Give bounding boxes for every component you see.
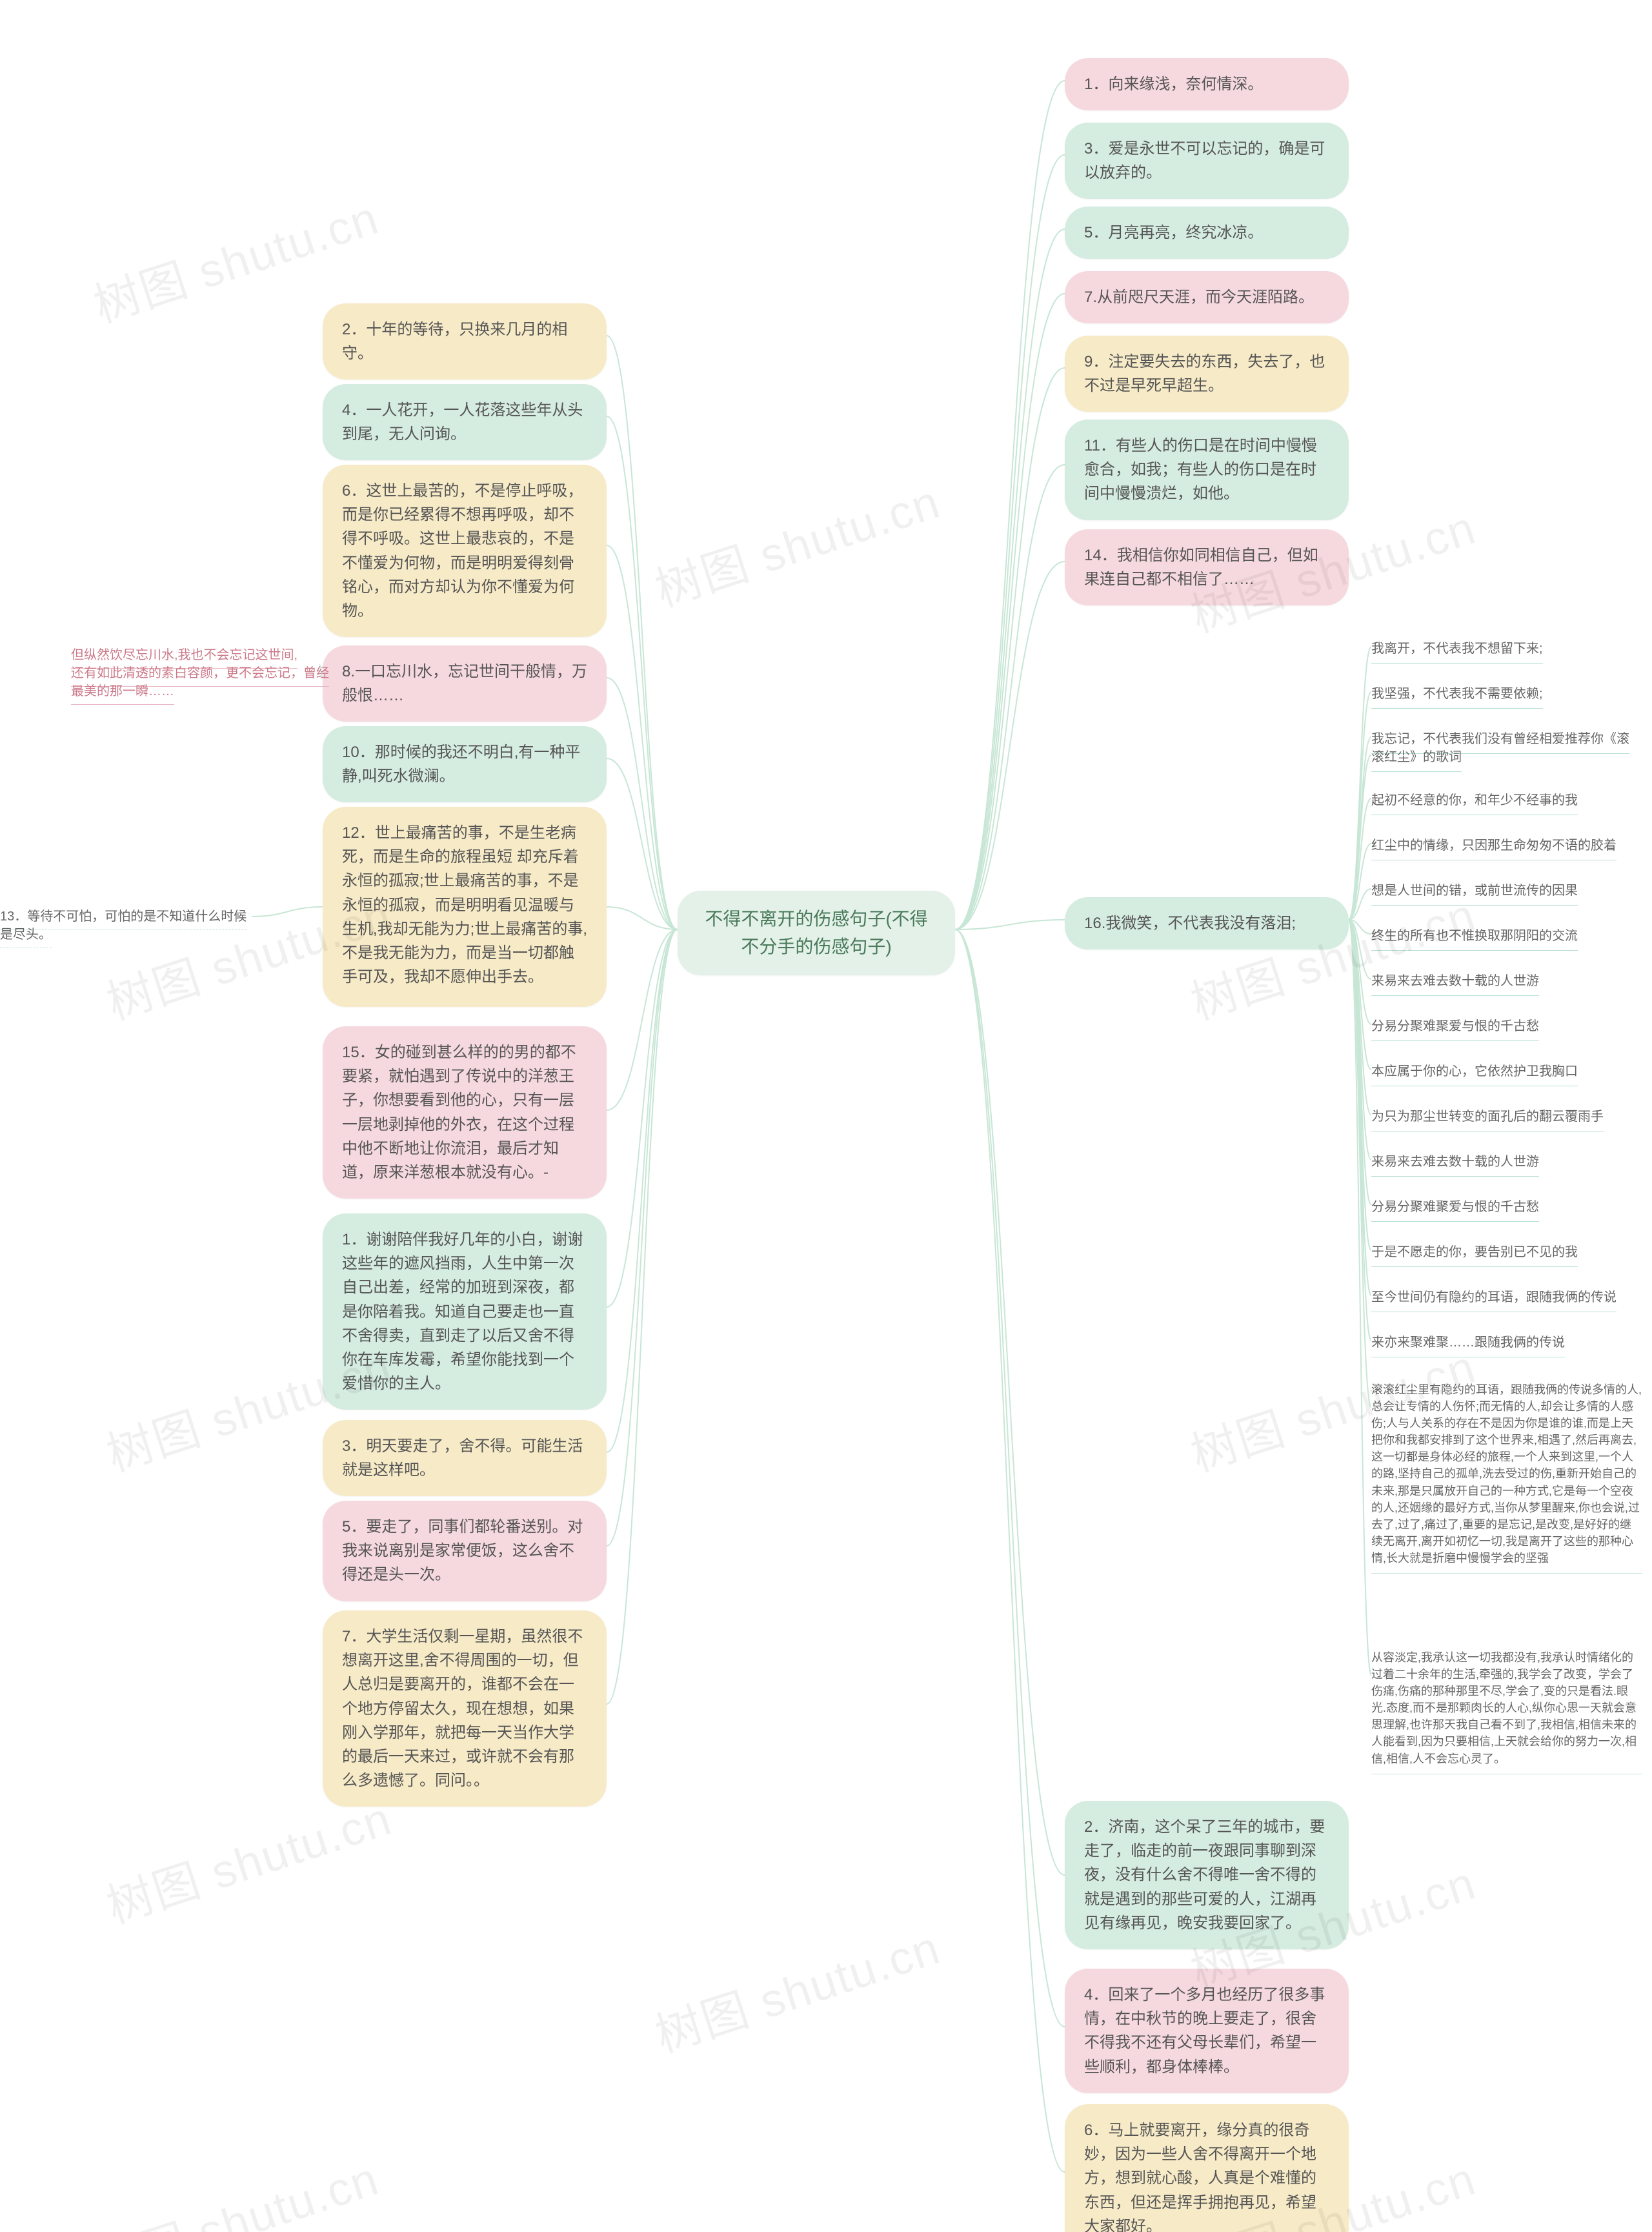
mindmap-node[interactable]: 8.一口忘川水，忘记世间干般情，万般恨……	[323, 645, 607, 722]
mindmap-node[interactable]: 14．我相信你如同相信自己，但如果连自己都不相信了……	[1065, 529, 1349, 605]
mindmap-node[interactable]: 5．要走了，同事们都轮番送别。对我来说离别是家常便饭，这么舍不得还是头一次。	[323, 1501, 607, 1601]
watermark: 树图 shutu.cn	[645, 463, 947, 619]
mindmap-leaf-text: 滚红尘》的歌词	[1371, 747, 1462, 772]
mindmap-leaf-text: 分易分聚难聚爱与恨的千古愁	[1371, 1197, 1539, 1222]
mindmap-node[interactable]: 15．女的碰到甚么样的的男的都不要紧，就怕遇到了传说中的洋葱王子，你想要看到他的…	[323, 1026, 607, 1199]
mindmap-node[interactable]: 9．注定要失去的东西，失去了，也不过是早死早超生。	[1065, 336, 1349, 412]
mindmap-leaf-text: 终生的所有也不惟换取那阴阳的交流	[1371, 926, 1578, 951]
mindmap-node[interactable]: 3．爱是永世不可以忘记的，确是可以放弃的。	[1065, 123, 1349, 199]
mindmap-node[interactable]: 16.我微笑，不代表我没有落泪;	[1065, 897, 1349, 949]
mindmap-node[interactable]: 1．向来缘浅，奈何情深。	[1065, 58, 1349, 110]
mindmap-leaf-text: 来亦来聚难聚……跟随我俩的传说	[1371, 1333, 1565, 1357]
mindmap-node[interactable]: 1．谢谢陪伴我好几年的小白，谢谢这些年的遮风挡雨，人生中第一次自己出差，经常的加…	[323, 1213, 607, 1410]
watermark: 树图 shutu.cn	[84, 2140, 386, 2232]
mindmap-node[interactable]: 7．大学生活仅剩一星期，虽然很不想离开这里,舍不得周围的一切，但人总归是要离开的…	[323, 1610, 607, 1807]
mindmap-leaf-text: 分易分聚难聚爱与恨的千古愁	[1371, 1017, 1539, 1041]
mindmap-node[interactable]: 3．明天要走了，舍不得。可能生活就是这样吧。	[323, 1420, 607, 1496]
mindmap-node[interactable]: 12．世上最痛苦的事，不是生老病死，而是生命的旅程虽短 却充斥着永恒的孤寂;世上…	[323, 807, 607, 1007]
mindmap-leaf-text: 想是人世间的错，或前世流传的因果	[1371, 881, 1578, 906]
mindmap-leaf-text: 最美的那一瞬……	[71, 682, 174, 705]
mindmap-leaf-text: 是尽头。	[0, 925, 52, 948]
mindmap-node[interactable]: 11．有些人的伤口是在时间中慢慢愈合，如我；有些人的伤口是在时间中慢慢溃烂，如他…	[1065, 420, 1349, 520]
mindmap-leaf-text: 起初不经意的你，和年少不经事的我	[1371, 791, 1578, 815]
mindmap-root-node[interactable]: 不得不离开的伤感句子(不得不分手的伤感句子)	[678, 891, 955, 975]
watermark: 树图 shutu.cn	[645, 1909, 947, 2065]
mindmap-node[interactable]: 2．十年的等待，只换来几月的相守。	[323, 303, 607, 380]
mindmap-node[interactable]: 6．这世上最苦的，不是停止呼吸，而是你已经累得不想再呼吸，却不得不呼吸。这世上最…	[323, 465, 607, 637]
mindmap-leaf-text: 为只为那尘世转变的面孔后的翻云覆雨手	[1371, 1107, 1604, 1131]
mindmap-leaf-text: 来易来去难去数十载的人世游	[1371, 1152, 1539, 1177]
mindmap-node[interactable]: 4．一人花开，一人花落这些年从头到尾，无人问询。	[323, 384, 607, 460]
mindmap-node[interactable]: 10．那时候的我还不明白,有一种平静,叫死水微澜。	[323, 726, 607, 802]
mindmap-leaf-text: 至今世间仍有隐约的耳语，跟随我俩的传说	[1371, 1288, 1617, 1312]
mindmap-leaf-text: 滚滚红尘里有隐约的耳语，跟随我俩的传说多情的人,总会让专情的人伤怀;而无情的人,…	[1371, 1381, 1642, 1574]
mindmap-node[interactable]: 2．济南，这个呆了三年的城市，要走了，临走的前一夜跟同事聊到深夜，没有什么舍不得…	[1065, 1801, 1349, 1949]
mindmap-leaf-text: 红尘中的情缘，只因那生命匆匆不语的胶着	[1371, 836, 1617, 860]
mindmap-node[interactable]: 7.从前咫尺天涯，而今天涯陌路。	[1065, 271, 1349, 323]
mindmap-node[interactable]: 4．回来了一个多月也经历了很多事情，在中秋节的晚上要走了，很舍不得我不还有父母长…	[1065, 1969, 1349, 2093]
mindmap-leaf-text: 于是不愿走的你，要告别已不见的我	[1371, 1243, 1578, 1267]
mindmap-node[interactable]: 5．月亮再亮，终究冰凉。	[1065, 207, 1349, 259]
mindmap-leaf-text: 来易来去难去数十载的人世游	[1371, 971, 1539, 996]
mindmap-leaf-text: 我离开，不代表我不想留下来;	[1371, 639, 1543, 664]
mindmap-node[interactable]: 6．马上就要离开，缘分真的很奇妙，因为一些人舍不得离开一个地方，想到就心酸，人真…	[1065, 2104, 1349, 2232]
mindmap-leaf-text: 我坚强，不代表我不需要依赖;	[1371, 684, 1543, 709]
mindmap-canvas: 不得不离开的伤感句子(不得不分手的伤感句子)2．十年的等待，只换来几月的相守。4…	[0, 0, 1652, 2232]
mindmap-leaf-text: 本应属于你的心，它依然护卫我胸口	[1371, 1062, 1578, 1086]
mindmap-leaf-text: 从容淡定,我承认这一切我都没有,我承认时情绪化的过着二十余年的生活,牵强的,我学…	[1371, 1649, 1642, 1774]
